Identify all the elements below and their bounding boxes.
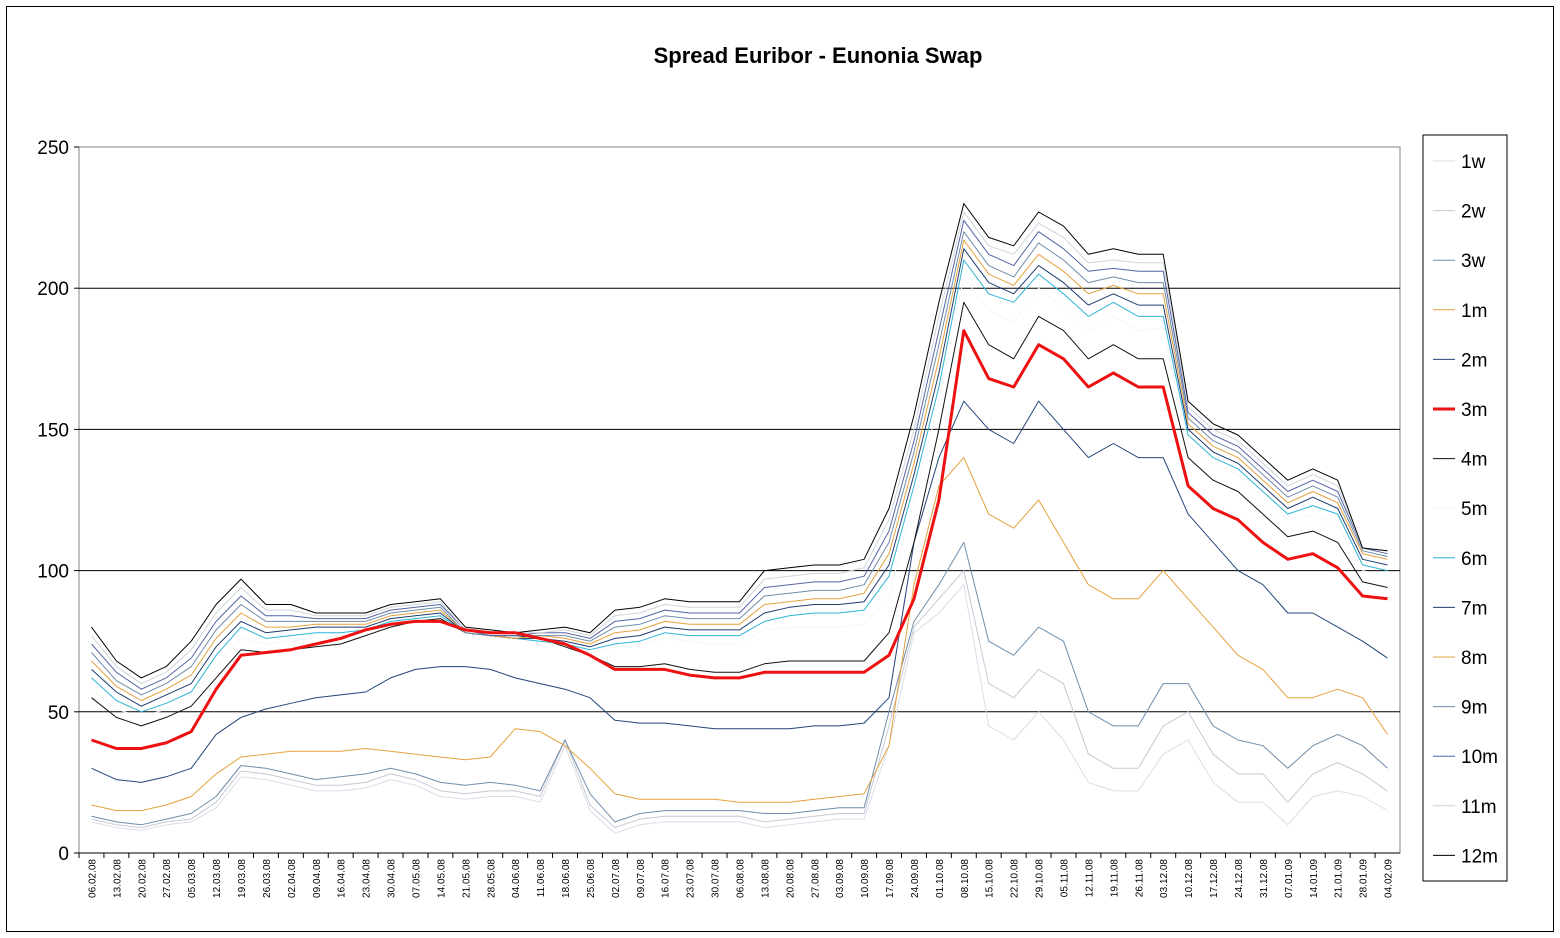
- legend-label-10m: 10m: [1461, 747, 1498, 768]
- series-line-9m: [91, 231, 1388, 696]
- x-tick-label: 15.10.08: [985, 859, 996, 898]
- x-tick-label: 14.01.09: [1309, 859, 1320, 898]
- x-tick-label: 27.08.08: [810, 859, 821, 898]
- series-line-12m: [91, 203, 1388, 679]
- x-tick-label: 27.02.08: [162, 859, 173, 898]
- x-tick-label: 03.12.08: [1159, 859, 1170, 898]
- x-tick-label: 18.06.08: [561, 859, 572, 898]
- series-line-7m: [91, 248, 1388, 707]
- x-tick-label: 22.10.08: [1010, 859, 1021, 898]
- legend-label-9m: 9m: [1461, 698, 1487, 719]
- x-tick-label: 21.01.09: [1334, 859, 1345, 898]
- x-tick-label: 04.06.08: [511, 859, 522, 898]
- x-tick-label: 06.08.08: [736, 859, 747, 898]
- series-line-1m: [91, 457, 1388, 812]
- chart-frame: Spread Euribor - Eunonia Swap 0 50 100 150 2…: [6, 6, 1554, 932]
- x-tick-label: 23.04.08: [362, 859, 373, 898]
- legend-label-3w: 3w: [1461, 251, 1486, 272]
- legend-label-4m: 4m: [1461, 450, 1487, 471]
- x-tick-label: 19.03.08: [237, 859, 248, 898]
- x-tick-label: 05.03.08: [187, 859, 198, 898]
- series-line-5m: [91, 276, 1388, 718]
- legend-label-11m: 11m: [1461, 797, 1497, 818]
- legend-label-3m: 3m: [1461, 400, 1487, 421]
- series-line-6m: [91, 259, 1388, 713]
- legend-label-2w: 2w: [1461, 202, 1486, 223]
- y-tick-label: 250: [37, 138, 69, 159]
- x-tick-label: 11.06.08: [536, 859, 547, 898]
- x-tick-label: 31.12.08: [1259, 859, 1270, 898]
- series-line-2w: [91, 570, 1388, 829]
- legend-label-7m: 7m: [1461, 598, 1487, 619]
- plot-area: 0 50 100 150 200 250 06.02.08 13.02.08 20.02.08 2…: [37, 138, 1401, 898]
- x-tick-label: 10.12.08: [1184, 859, 1195, 898]
- y-tick-label: 50: [48, 703, 69, 724]
- x-tick-label: 08.10.08: [960, 859, 971, 898]
- x-tick-label: 12.03.08: [212, 859, 223, 898]
- x-tick-label: 20.02.08: [137, 859, 148, 898]
- x-tick-label: 14.05.08: [436, 859, 447, 898]
- x-tick-label: 01.10.08: [935, 859, 946, 898]
- plot-border: [78, 146, 1401, 854]
- x-tick-label: 29.10.08: [1035, 859, 1046, 898]
- x-tick-label: 17.09.08: [885, 859, 896, 898]
- y-tick-label: 0: [58, 844, 69, 865]
- x-tick-label: 09.07.08: [636, 859, 647, 898]
- legend-label-6m: 6m: [1461, 549, 1487, 570]
- x-tick-label: 05.11.08: [1060, 859, 1071, 898]
- x-tick-label: 13.08.08: [760, 859, 771, 898]
- chart-svg: Spread Euribor - Eunonia Swap 0 50 100 150 2…: [37, 43, 1508, 898]
- x-tick-label: 25.06.08: [586, 859, 597, 898]
- legend-label-1w: 1w: [1461, 152, 1486, 173]
- x-tick-label: 07.05.08: [411, 859, 422, 898]
- x-tick-label: 09.04.08: [312, 859, 323, 898]
- x-tick-label: 07.01.09: [1284, 859, 1295, 898]
- x-tick-label: 26.11.08: [1134, 859, 1145, 898]
- x-tick-label: 02.04.08: [287, 859, 298, 898]
- x-tick-label: 26.03.08: [262, 859, 273, 898]
- series-line-11m: [91, 211, 1388, 685]
- x-tick-label: 17.12.08: [1209, 859, 1220, 898]
- x-tick-label: 04.02.09: [1384, 859, 1395, 898]
- legend-label-5m: 5m: [1461, 499, 1487, 520]
- series-line-4m: [91, 301, 1388, 727]
- series-line-1w: [91, 584, 1388, 834]
- x-tick-label: 24.12.08: [1234, 859, 1245, 898]
- x-tick-label: 21.05.08: [461, 859, 472, 898]
- x-tick-label: 06.02.08: [87, 859, 98, 898]
- x-tick-label: 19.11.08: [1109, 859, 1120, 898]
- x-tick-label: 20.08.08: [785, 859, 796, 898]
- x-tick-label: 12.11.08: [1084, 859, 1095, 898]
- x-tick-label: 03.09.08: [835, 859, 846, 898]
- series-line-3w: [91, 541, 1388, 826]
- y-tick-label: 200: [37, 279, 69, 300]
- legend-label-8m: 8m: [1461, 648, 1487, 669]
- x-tick-label: 02.07.08: [611, 859, 622, 898]
- y-tick-label: 150: [37, 420, 69, 441]
- series-line-3m: [91, 329, 1388, 750]
- x-tick-label: 16.07.08: [661, 859, 672, 898]
- series-line-2m: [91, 400, 1388, 783]
- legend-label-1m: 1m: [1461, 301, 1487, 322]
- x-tick-label: 13.02.08: [112, 859, 123, 898]
- legend-label-2m: 2m: [1461, 350, 1487, 371]
- series-line-10m: [91, 219, 1388, 690]
- chart-title: Spread Euribor - Eunonia Swap: [654, 43, 983, 68]
- x-tick-label: 30.04.08: [387, 859, 398, 898]
- y-tick-label: 100: [37, 562, 69, 583]
- x-tick-label: 16.04.08: [337, 859, 348, 898]
- legend: 1w 2w 3w 1m 2m 3m 4m 5m 6m 7m 8m 9m 10m 11m 12m: [1422, 134, 1508, 882]
- x-tick-label: 30.07.08: [711, 859, 722, 898]
- x-tick-label: 23.07.08: [686, 859, 697, 898]
- x-tick-label: 28.01.09: [1359, 859, 1370, 898]
- series-line-8m: [91, 239, 1388, 701]
- x-tick-label: 28.05.08: [486, 859, 497, 898]
- x-tick-label: 10.09.08: [860, 859, 871, 898]
- x-tick-label: 24.09.08: [910, 859, 921, 898]
- legend-label-12m: 12m: [1461, 846, 1498, 867]
